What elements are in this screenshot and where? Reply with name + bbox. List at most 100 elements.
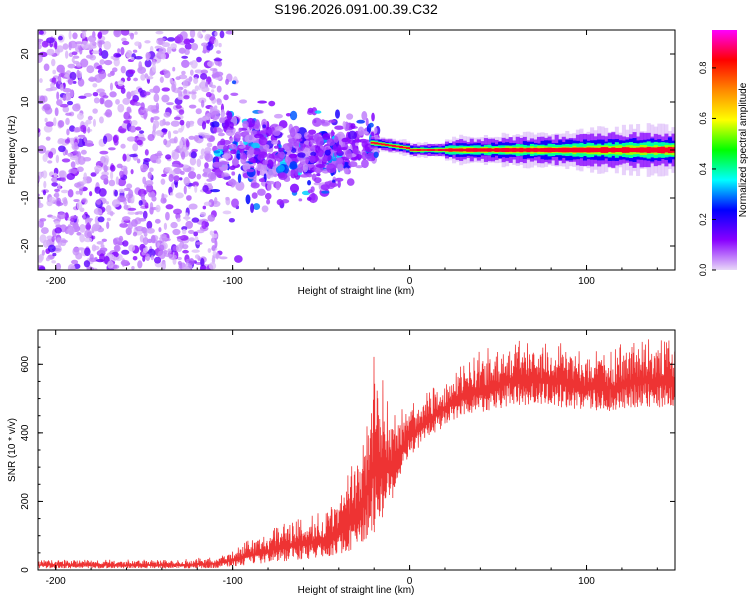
heatmap-cell (190, 59, 198, 69)
heatmap-cell (180, 151, 186, 160)
heatmap-cell (239, 152, 247, 160)
heatmap-cell (223, 94, 229, 101)
heatmap-cell (88, 42, 94, 51)
heatmap-cell (67, 189, 74, 198)
heatmap-cell (214, 197, 218, 205)
heatmap-cell (197, 132, 207, 136)
heatmap-cell (82, 213, 86, 220)
heatmap-cell (239, 140, 243, 145)
heatmap-cell (222, 210, 232, 215)
heatmap-cell (177, 260, 182, 266)
heatmap-cell (107, 260, 114, 269)
heatmap-cell (266, 183, 272, 191)
heatmap-cell (409, 149, 414, 151)
heatmap-cell (434, 149, 439, 151)
heatmap-cell (188, 203, 198, 210)
heatmap-cell (46, 48, 55, 56)
heatmap-cell (487, 148, 492, 152)
heatmap-cell (38, 44, 42, 50)
heatmap-cell (229, 121, 234, 129)
heatmap-cell (333, 136, 339, 143)
colorbar: 0.0 0.2 0.4 0.6 0.8 Normalized spectral ampl… (698, 30, 749, 276)
heatmap-cell (169, 77, 173, 84)
heatmap-cell (78, 95, 87, 99)
heatmap-cell (314, 110, 322, 114)
heatmap-cell (106, 221, 110, 230)
heatmap-cell (214, 168, 223, 177)
heatmap-cell (191, 93, 197, 100)
heatmap-cell (129, 125, 137, 133)
heatmap-cell (101, 49, 109, 59)
heatmap-cell (100, 155, 106, 164)
heatmap-cell (202, 184, 209, 193)
heatmap-cell (216, 50, 221, 54)
heatmap-cell (95, 199, 102, 205)
heatmap-cell (172, 130, 179, 135)
heatmap-cell (226, 111, 233, 121)
heatmap-cell (139, 211, 143, 215)
heatmap-cell (225, 78, 229, 85)
heatmap-cell (66, 100, 74, 106)
snr-xlabel: Height of straight line (km) (298, 585, 415, 596)
heatmap-cell (342, 120, 346, 129)
heatmap-cell (273, 145, 280, 149)
heatmap-cell (44, 117, 48, 123)
heatmap-cell (636, 147, 641, 153)
heatmap-cell (163, 111, 171, 118)
heatmap-cell (87, 126, 91, 134)
heatmap-cell (308, 193, 318, 204)
heatmap-cell (160, 53, 167, 60)
heatmap-cell (234, 131, 242, 139)
heatmap-cell (130, 56, 135, 61)
heatmap-cell (92, 108, 98, 114)
heatmap-cell (276, 199, 284, 206)
heatmap-cell (38, 211, 39, 215)
heatmap-cell (165, 211, 170, 221)
heatmap-cell (38, 145, 47, 154)
heatmap-cell (340, 134, 346, 139)
heatmap-cell (259, 170, 269, 177)
heatmap-cell (123, 204, 129, 210)
heatmap-cell (205, 153, 214, 162)
heatmap-cell (110, 56, 114, 60)
heatmap-cell (295, 176, 300, 180)
heatmap-cell (58, 120, 65, 128)
heatmap-cell (179, 170, 185, 175)
heatmap-cell (288, 153, 297, 159)
heatmap-cell (48, 196, 56, 203)
heatmap-cell (238, 145, 246, 149)
heatmap-cell (108, 147, 116, 151)
heatmap-cell (38, 220, 41, 227)
heatmap-cell (138, 199, 143, 206)
heatmap-cell (223, 144, 229, 153)
heatmap-cell (55, 224, 62, 229)
heatmap-cell (494, 148, 499, 152)
heatmap-cell (54, 191, 60, 199)
heatmap-cell (251, 142, 261, 150)
heatmap-cell (175, 244, 183, 253)
heatmap-cell (72, 150, 79, 155)
heatmap-cell (176, 217, 181, 222)
heatmap-cell (216, 128, 224, 134)
heatmap-cell (57, 211, 66, 220)
heatmap-cell (675, 132, 679, 168)
heatmap-cell (96, 241, 104, 245)
chart-title: S196.2026.091.00.39.C32 (274, 1, 438, 17)
heatmap-cell (229, 143, 237, 150)
heatmap-cell (184, 78, 191, 87)
heatmap-cell (53, 172, 58, 178)
heatmap-cell (189, 30, 196, 38)
heatmap-cell (316, 173, 321, 177)
heatmap-cell (88, 77, 97, 82)
heatmap-cell (455, 148, 460, 152)
heatmap-cell (365, 117, 369, 127)
heatmap-cell (194, 254, 200, 259)
heatmap-cell (163, 70, 171, 79)
heatmap-cell (134, 55, 143, 60)
heatmap-cell (194, 236, 199, 241)
heatmap-cell (69, 71, 77, 81)
heatmap-cell (134, 31, 138, 35)
heatmap-cell (176, 236, 184, 240)
heatmap-cell (308, 129, 317, 135)
heatmap-cell (82, 179, 88, 185)
